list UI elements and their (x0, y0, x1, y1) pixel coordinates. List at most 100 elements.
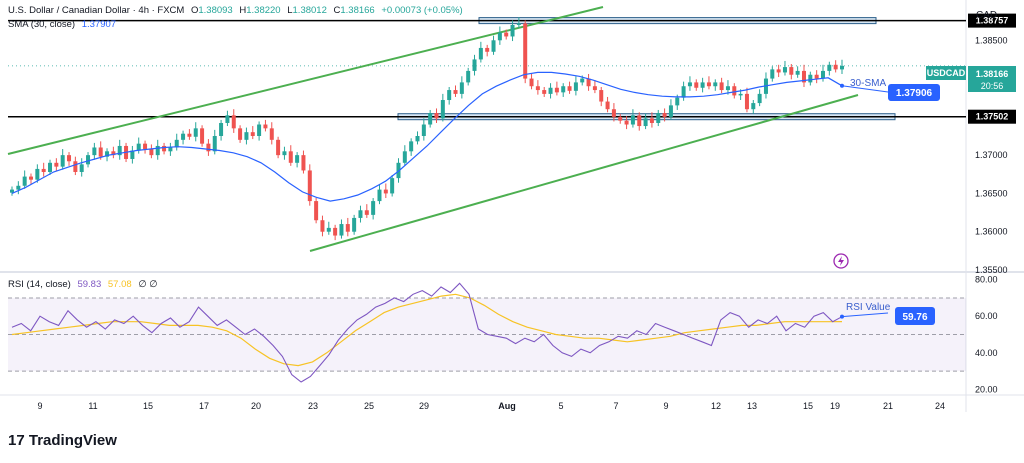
candle (390, 178, 395, 194)
candle (453, 90, 458, 94)
candle (548, 87, 553, 94)
candle (339, 224, 344, 236)
y-tick-label: 1.37000 (975, 150, 1008, 160)
candle (231, 115, 236, 129)
x-tick-label: 25 (364, 401, 374, 411)
candle (459, 82, 464, 94)
candle (60, 155, 65, 167)
lightning-icon (833, 253, 849, 269)
level-low-tag-text: 1.37502 (976, 112, 1009, 122)
x-tick-label: 7 (613, 401, 618, 411)
currency-label[interactable]: CAD (976, 10, 998, 21)
candle (130, 150, 135, 159)
x-tick-label: 23 (308, 401, 318, 411)
candle (105, 151, 110, 157)
candle (333, 227, 338, 236)
candle (649, 118, 654, 123)
x-tick-label: 24 (935, 401, 945, 411)
candle (478, 47, 483, 60)
rsi-value-tag-text: 59.76 (902, 312, 927, 323)
candle (314, 201, 319, 221)
candle (162, 145, 167, 152)
candle (624, 120, 629, 125)
lightning-icon-bolt (838, 256, 844, 266)
rsi-tag-connector (841, 312, 889, 318)
sma-value-tag-text: 1.37906 (896, 88, 933, 99)
candle (599, 90, 604, 102)
candle (744, 93, 749, 110)
level-high-tag (968, 13, 1016, 28)
candle (504, 32, 509, 37)
candle (529, 78, 534, 87)
x-tick-label: 9 (663, 401, 668, 411)
sma-legend-label: SMA (30, close) (8, 19, 76, 30)
candle (618, 116, 623, 121)
candle (510, 24, 515, 37)
sma-legend[interactable]: SMA (30, close) 1.37907 (8, 19, 120, 30)
candle (219, 122, 224, 136)
candle (206, 143, 211, 152)
candle (694, 82, 699, 88)
rsi-legend-extra: ∅ ∅ (138, 279, 158, 290)
change-value: +0.00073 (+0.05%) (381, 5, 463, 16)
sma-tag-connector (841, 85, 889, 93)
rsi-legend[interactable]: RSI (14, close) 59.83 57.08 ∅ ∅ (8, 279, 162, 290)
candle (713, 82, 718, 87)
candle (770, 69, 775, 79)
candle (238, 128, 243, 140)
candle (22, 176, 27, 186)
candle (41, 168, 46, 172)
candle (358, 210, 363, 218)
candle (250, 132, 255, 136)
candle (567, 86, 572, 91)
candle (516, 23, 521, 25)
candle (466, 70, 471, 83)
candle (611, 109, 616, 117)
candle (833, 64, 838, 70)
x-tick-label: 15 (143, 401, 153, 411)
rsi-legend-value: 59.83 (77, 279, 102, 290)
lower-channel-line (309, 94, 859, 252)
candle (54, 162, 59, 167)
candle (371, 201, 376, 215)
x-tick-label: 21 (883, 401, 893, 411)
candle (383, 189, 388, 194)
candle (212, 136, 217, 152)
candle (656, 113, 661, 123)
level-low-tag (968, 109, 1016, 124)
candle (282, 151, 287, 156)
candle (440, 100, 445, 119)
close-value: 1.38166 (340, 5, 375, 16)
x-tick-label: 11 (88, 401, 97, 411)
candle (307, 170, 312, 202)
x-tick-label: 29 (419, 401, 429, 411)
candle (415, 136, 420, 142)
candle (149, 149, 154, 156)
candle (345, 224, 350, 232)
candle (776, 69, 781, 73)
candle (276, 139, 281, 156)
candle (491, 40, 496, 52)
candle (73, 161, 78, 172)
candle (497, 32, 502, 41)
candle (662, 113, 667, 117)
candle (428, 113, 433, 125)
x-tick-label: 20 (251, 401, 261, 411)
candle (808, 74, 813, 83)
candle (605, 101, 610, 110)
candle (193, 128, 198, 137)
candle (320, 220, 325, 232)
rsi-legend-label: RSI (14, close) (8, 279, 71, 290)
candle (98, 147, 103, 157)
candle (732, 86, 737, 96)
candle (35, 168, 40, 180)
x-tick-label: 5 (558, 401, 563, 411)
candle (668, 105, 673, 117)
candle (542, 90, 547, 94)
candle (364, 210, 369, 215)
candle (143, 143, 148, 150)
tradingview-logo[interactable]: 17 TradingView (8, 432, 117, 449)
y-tick-label: 1.36500 (975, 188, 1008, 198)
candle (92, 147, 97, 156)
